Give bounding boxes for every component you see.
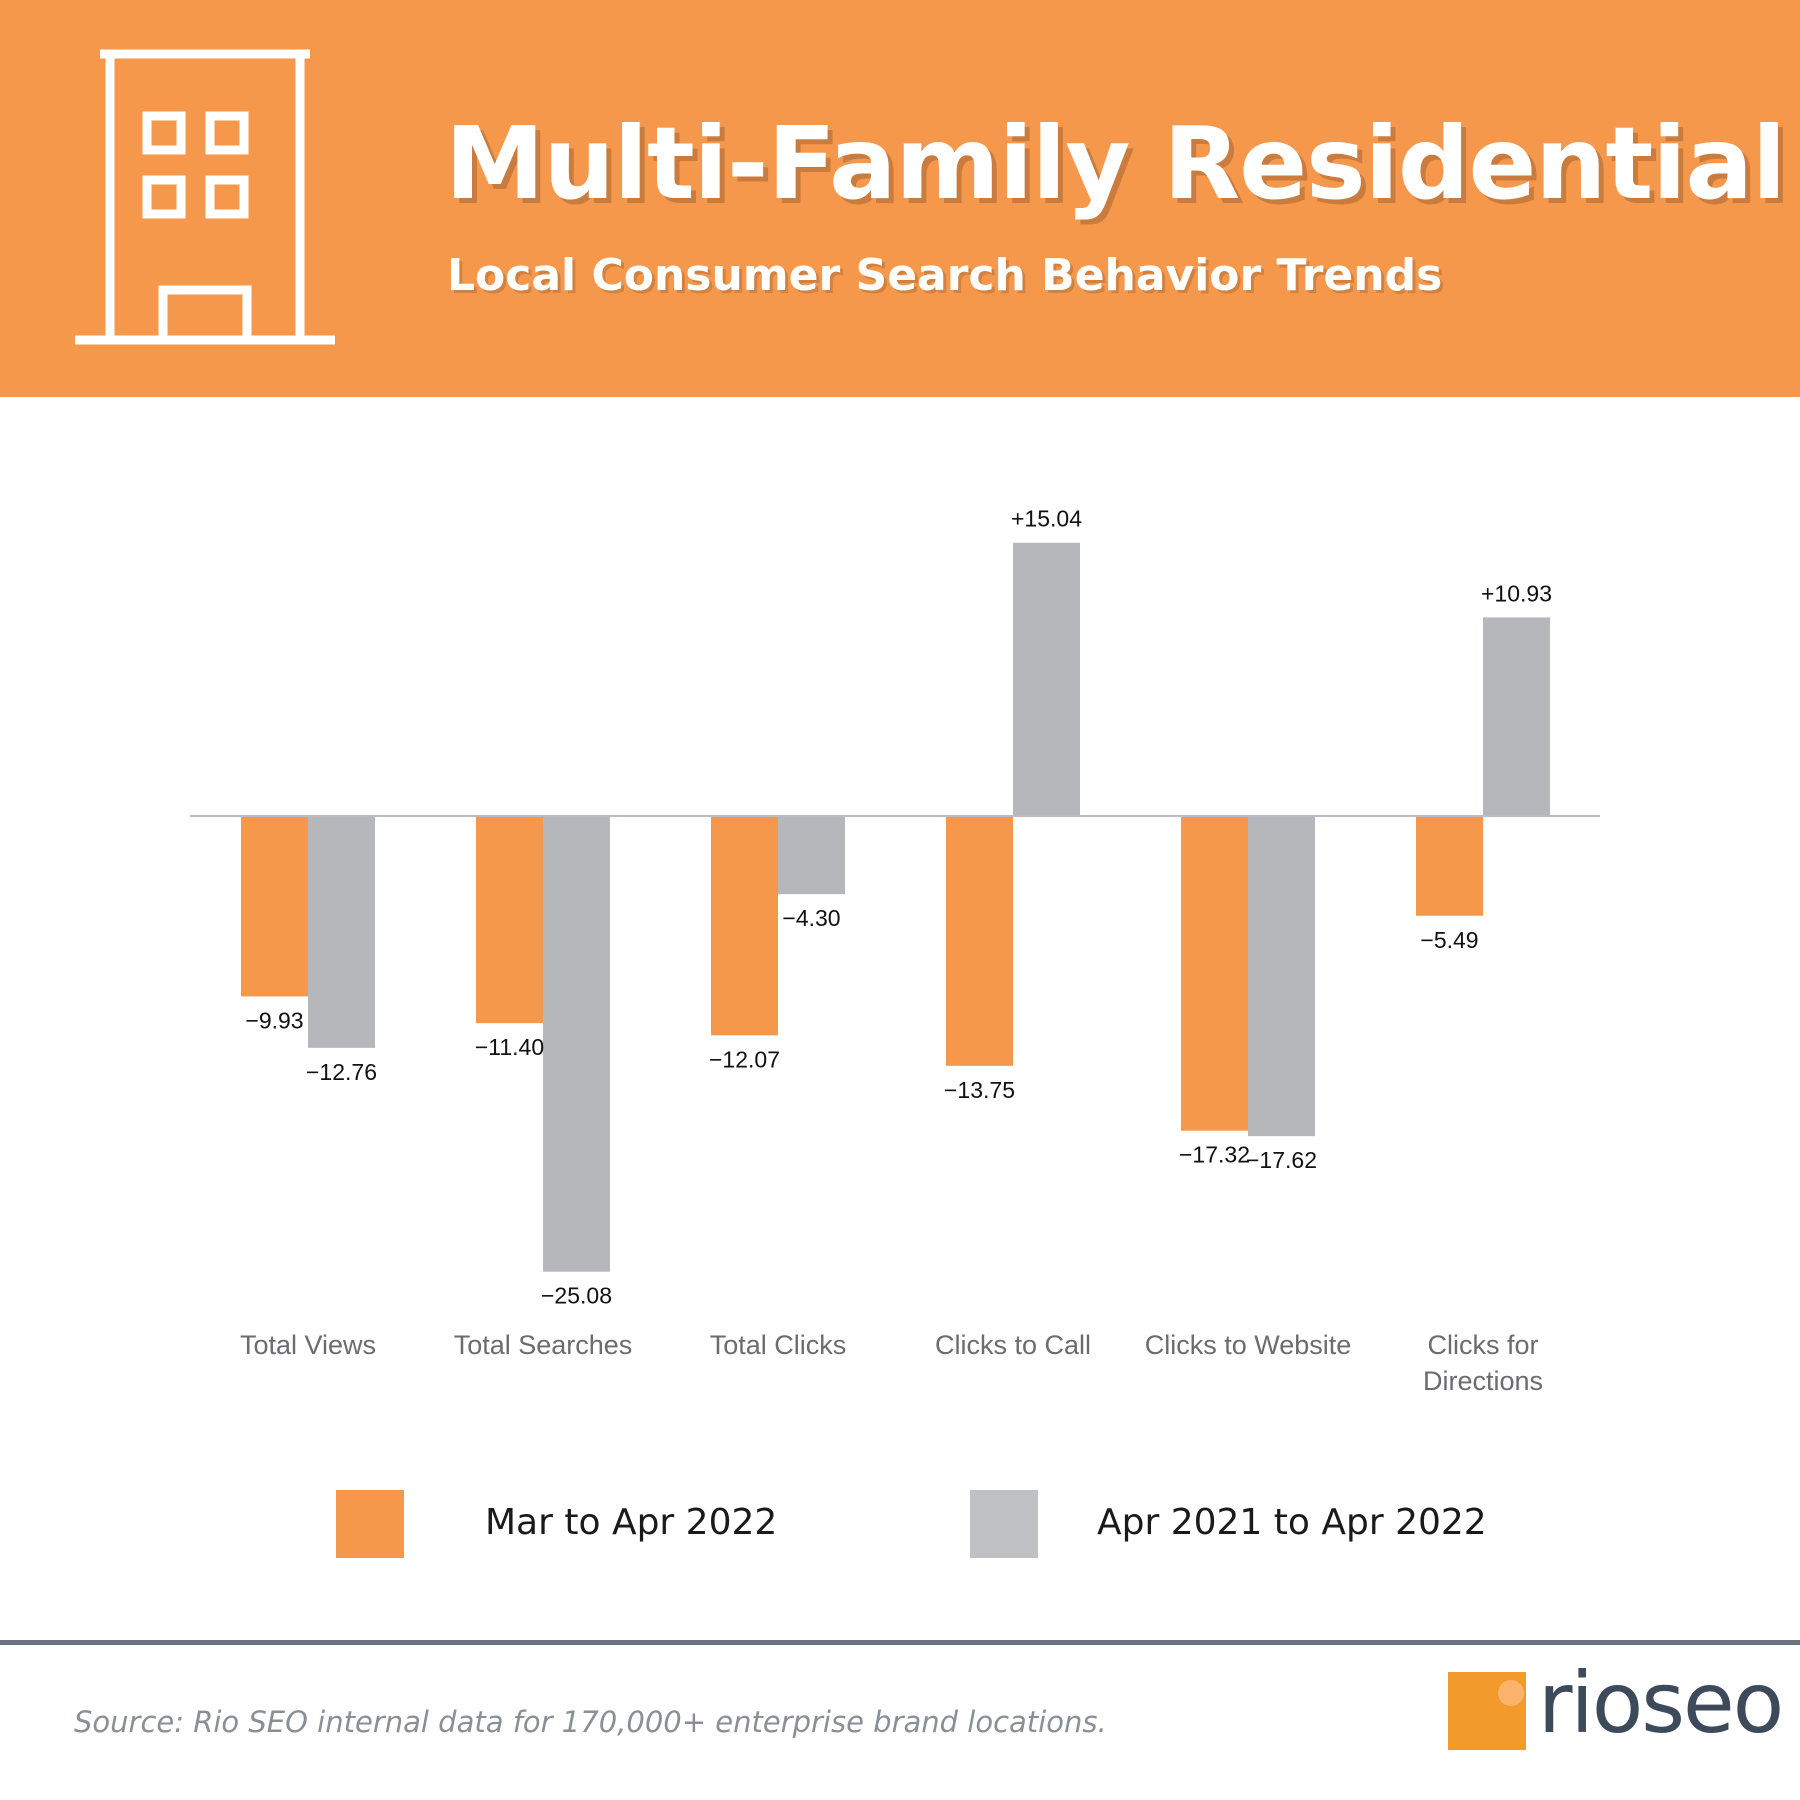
legend-swatch-mar-apr-2022 bbox=[336, 1490, 404, 1558]
header-banner: Multi-Family Residential Local Consumer … bbox=[0, 0, 1800, 397]
page-subtitle: Local Consumer Search Behavior Trends bbox=[447, 250, 1443, 301]
page-title: Multi-Family Residential bbox=[445, 105, 1786, 222]
value-label-total-clicks-series-2: −4.30 bbox=[782, 905, 840, 931]
logo-text-seo: seo bbox=[1641, 1654, 1784, 1752]
building-icon bbox=[75, 49, 335, 345]
value-label-clicks-for-directions-series-1: −5.49 bbox=[1420, 927, 1478, 953]
bar-chart: −9.93−12.76 −11.40 −25.08 −12.07 −4.30 −13.75… bbox=[190, 506, 1600, 1396]
category-label-total-searches: Total Searches bbox=[454, 1330, 633, 1360]
legend-label-apr-2021-apr-2022: Apr 2021 to Apr 2022 bbox=[1097, 1502, 1487, 1543]
value-label-clicks-for-directions-series-2: +10.93 bbox=[1481, 580, 1552, 606]
bar-clicks-for-directions-series-2 bbox=[1483, 617, 1550, 816]
bar-total-searches-series-2 bbox=[543, 816, 610, 1272]
bar-clicks-to-call-series-1 bbox=[946, 816, 1013, 1066]
value-label-clicks-to-call-series-2: +15.04 bbox=[1011, 506, 1082, 532]
rio-seo-logo: rioseo bbox=[1448, 1654, 1784, 1772]
bar-clicks-for-directions-series-1 bbox=[1416, 816, 1483, 916]
value-label-clicks-to-website-series-2: −17.62 bbox=[1246, 1147, 1317, 1173]
bar-clicks-to-website-series-1 bbox=[1181, 816, 1248, 1131]
category-label-clicks-to-website: Clicks to Website bbox=[1145, 1330, 1352, 1360]
value-label-total-searches-series-2: −25.08 bbox=[541, 1283, 612, 1309]
bar-clicks-to-website-series-2 bbox=[1248, 816, 1315, 1137]
bar-total-searches-series-1 bbox=[476, 816, 543, 1024]
category-label-clicks-to-call: Clicks to Call bbox=[935, 1330, 1091, 1360]
category-label-total-clicks: Total Clicks bbox=[710, 1330, 847, 1360]
value-label-total-views-series-1: −9.93 bbox=[245, 1007, 303, 1033]
legend-swatch-apr-2021-apr-2022 bbox=[970, 1490, 1038, 1558]
legend-label-mar-apr-2022: Mar to Apr 2022 bbox=[485, 1502, 778, 1543]
value-label-total-views-series-2: −12.76 bbox=[306, 1059, 377, 1085]
bar-total-clicks-series-1 bbox=[711, 816, 778, 1036]
logo-text-rio: rio bbox=[1538, 1654, 1643, 1752]
bar-total-clicks-series-2 bbox=[778, 816, 845, 895]
category-label-clicks-for-directions-line-2: Directions bbox=[1423, 1366, 1543, 1396]
value-label-total-searches-series-1: −11.40 bbox=[475, 1034, 544, 1060]
category-label-clicks-for-directions-line-1: Clicks for bbox=[1427, 1330, 1538, 1360]
footer-divider bbox=[0, 1640, 1800, 1645]
value-label-total-clicks-series-1: −12.07 bbox=[709, 1046, 780, 1072]
source-note: Source: Rio SEO internal data for 170,00… bbox=[74, 1705, 1107, 1739]
value-label-clicks-to-call-series-1: −13.75 bbox=[944, 1077, 1015, 1103]
logo-dot-icon bbox=[1498, 1680, 1524, 1706]
value-label-clicks-to-website-series-1: −17.32 bbox=[1179, 1142, 1250, 1168]
bar-clicks-to-call-series-2 bbox=[1013, 542, 1080, 816]
bar-total-views-series-1 bbox=[241, 816, 308, 997]
bar-total-views-series-2 bbox=[308, 816, 375, 1048]
category-label-total-views: Total Views bbox=[240, 1330, 376, 1360]
